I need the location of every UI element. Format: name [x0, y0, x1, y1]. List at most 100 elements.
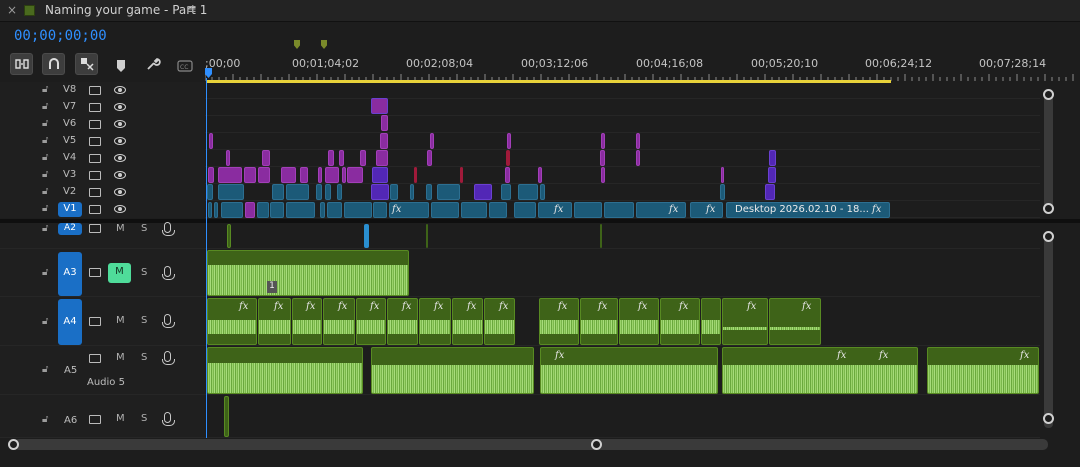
zoom-handle-left[interactable]	[8, 439, 19, 450]
eye-icon[interactable]	[114, 154, 126, 162]
microphone-icon[interactable]	[162, 222, 175, 236]
audio-clip[interactable]: fx fx	[722, 347, 918, 394]
video-clip[interactable]	[414, 167, 417, 183]
sync-lock-icon[interactable]	[89, 268, 101, 277]
audio-clip[interactable]: fx	[722, 298, 768, 345]
track-name[interactable]: V7	[63, 101, 77, 112]
lock-icon[interactable]: 🔓︎	[42, 169, 49, 180]
scroll-handle[interactable]	[1043, 203, 1054, 214]
video-clip[interactable]	[540, 184, 545, 200]
sync-lock-icon[interactable]	[89, 224, 101, 233]
video-clip[interactable]	[489, 202, 507, 218]
audio-clip[interactable]: fx	[323, 298, 355, 345]
video-clip[interactable]	[208, 202, 212, 218]
solo-button[interactable]: S	[141, 413, 148, 424]
sync-lock-icon[interactable]	[89, 171, 101, 180]
video-clip[interactable]	[604, 202, 634, 218]
microphone-icon[interactable]	[162, 351, 175, 365]
video-clip[interactable]	[214, 202, 218, 218]
audio-clip[interactable]	[371, 347, 534, 394]
video-clip[interactable]	[574, 202, 602, 218]
lock-icon[interactable]: 🔓︎	[42, 414, 49, 425]
audio-clip[interactable]: fx	[387, 298, 418, 345]
video-clip[interactable]	[372, 167, 388, 183]
video-clip[interactable]	[347, 167, 363, 183]
add-marker-icon[interactable]	[113, 58, 129, 74]
video-clip[interactable]	[373, 202, 387, 218]
audio-clip[interactable]	[426, 224, 428, 248]
audio-clip[interactable]	[701, 298, 721, 345]
video-clip[interactable]	[286, 184, 309, 200]
captions-icon[interactable]: CC	[177, 58, 193, 74]
scroll-handle[interactable]	[1043, 413, 1054, 424]
video-clip[interactable]	[371, 98, 388, 114]
sync-lock-icon[interactable]	[89, 120, 101, 129]
video-clip[interactable]	[325, 184, 331, 200]
mute-button[interactable]: M	[116, 352, 125, 363]
track-target-v1[interactable]: V1	[58, 202, 82, 217]
audio-clip[interactable]: fx	[580, 298, 618, 345]
linked-selection-button[interactable]	[75, 53, 98, 75]
video-clip[interactable]	[501, 184, 511, 200]
video-clip[interactable]	[320, 202, 325, 218]
microphone-icon[interactable]	[162, 266, 175, 280]
lock-icon[interactable]: 🔓︎	[42, 267, 49, 278]
close-tab-icon[interactable]: ×	[7, 3, 18, 17]
lock-icon[interactable]: 🔓︎	[42, 118, 49, 129]
video-clip[interactable]	[272, 184, 284, 200]
audio-clip[interactable]: fx	[660, 298, 700, 345]
playhead-timecode[interactable]: 00;00;00;00	[14, 28, 107, 44]
track-name[interactable]: V6	[63, 118, 77, 129]
panel-menu-icon[interactable]: ≡	[186, 2, 197, 17]
lock-icon[interactable]: 🔓︎	[42, 152, 49, 163]
video-clip[interactable]	[461, 202, 487, 218]
video-clip[interactable]	[226, 150, 230, 166]
snap-button[interactable]	[42, 53, 65, 75]
video-clip[interactable]	[325, 167, 339, 183]
lock-icon[interactable]: 🔓︎	[42, 186, 49, 197]
sequence-tab-title[interactable]: Naming your game - Part 1	[45, 3, 208, 17]
video-clip[interactable]	[636, 133, 640, 149]
video-clip[interactable]: fx	[538, 202, 572, 218]
solo-button[interactable]: S	[141, 352, 148, 363]
video-clip[interactable]	[720, 184, 725, 200]
lock-icon[interactable]: 🔓︎	[42, 364, 49, 375]
lock-icon[interactable]: 🔓︎	[42, 203, 49, 214]
eye-icon[interactable]	[114, 188, 126, 196]
video-clip[interactable]	[218, 167, 242, 183]
video-clip[interactable]	[209, 133, 213, 149]
video-clip[interactable]	[207, 184, 213, 200]
solo-button[interactable]: S	[141, 223, 148, 234]
audio-clip[interactable]: fx	[292, 298, 322, 345]
video-clip[interactable]: fx	[636, 202, 686, 218]
eye-icon[interactable]	[114, 205, 126, 213]
audio-clip[interactable]: fx	[769, 298, 821, 345]
video-clip-desktop[interactable]: Desktop 2026.02.10 - 18... fx	[726, 202, 890, 218]
track-target-a3[interactable]: A3	[58, 252, 82, 296]
video-clip[interactable]	[600, 150, 605, 166]
video-clip[interactable]	[768, 167, 776, 183]
mute-button[interactable]: M	[108, 263, 131, 283]
video-clip[interactable]	[337, 184, 342, 200]
video-clip[interactable]	[300, 167, 308, 183]
video-clip[interactable]	[765, 184, 775, 200]
video-clip[interactable]	[426, 184, 432, 200]
sync-lock-icon[interactable]	[89, 137, 101, 146]
video-clip[interactable]	[601, 133, 605, 149]
video-clip[interactable]	[427, 150, 432, 166]
mute-button[interactable]: M	[116, 315, 125, 326]
video-clip[interactable]	[327, 202, 342, 218]
track-target-a4[interactable]: A4	[58, 299, 82, 345]
video-clip[interactable]	[410, 184, 414, 200]
video-clip[interactable]	[381, 115, 388, 131]
sync-lock-icon[interactable]	[89, 188, 101, 197]
track-name[interactable]: A6	[64, 415, 78, 426]
work-area-bar[interactable]	[206, 80, 891, 83]
track-target-a2[interactable]: A2	[58, 223, 82, 235]
video-clip[interactable]	[505, 167, 510, 183]
video-clip[interactable]	[360, 150, 366, 166]
video-clip[interactable]	[258, 167, 270, 183]
video-clip[interactable]	[244, 167, 256, 183]
solo-button[interactable]: S	[141, 315, 148, 326]
sync-lock-icon[interactable]	[89, 415, 101, 424]
